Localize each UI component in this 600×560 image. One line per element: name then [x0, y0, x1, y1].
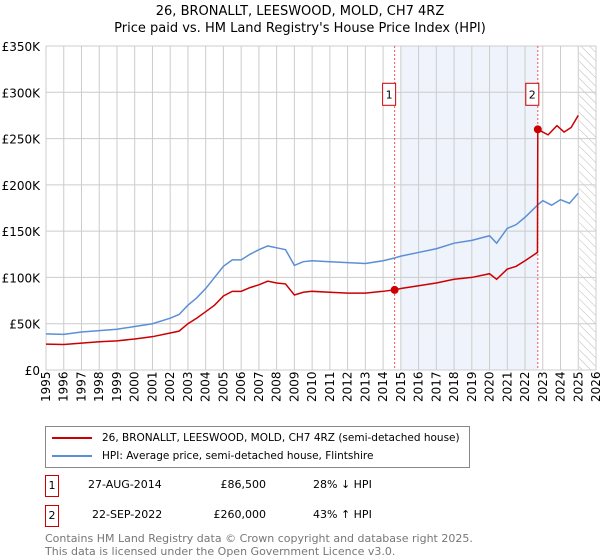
sale-price: £86,500	[220, 478, 267, 491]
x-tick-label: 1999	[110, 371, 124, 402]
x-tick-label: 2025	[571, 371, 585, 402]
x-tick-label: 2021	[500, 371, 514, 402]
x-tick-label: 1995	[39, 371, 53, 402]
x-tick-label: 2006	[234, 371, 248, 402]
x-tick-label: 2009	[287, 371, 301, 402]
legend-hpi: HPI: Average price, semi-detached house,…	[102, 450, 374, 462]
x-tick-label: 2015	[394, 371, 408, 402]
x-tick-label: 2013	[358, 371, 372, 402]
series-line	[45, 192, 579, 336]
x-tick-label: 2018	[447, 371, 461, 402]
sale-row-2: 2 22-SEP-2022 £260,000 43% ↑ HPI	[45, 505, 372, 527]
x-tick-label: 2020	[483, 371, 497, 402]
x-tick-label: 2004	[199, 371, 213, 402]
x-tick-label: 2012	[341, 371, 355, 402]
footer-line-2: This data is licensed under the Open Gov…	[45, 545, 396, 558]
sale-point	[390, 285, 399, 294]
sale-period-shade	[400, 46, 538, 370]
x-tick-label: 2022	[518, 371, 532, 402]
sale-label-box	[525, 82, 540, 106]
x-tick-label: 2017	[429, 371, 443, 402]
y-tick-label: £0	[25, 364, 40, 378]
x-tick-label: 2019	[465, 371, 479, 402]
legend: 26, BRONALLT, LEESWOOD, MOLD, CH7 4RZ (s…	[45, 426, 470, 468]
sale-label: 2	[529, 88, 536, 101]
y-tick-label: £300K	[2, 86, 42, 100]
x-tick-label: 1997	[74, 371, 88, 402]
x-tick-label: 2003	[181, 371, 195, 402]
sale-price: £260,000	[213, 508, 267, 521]
sale-point	[533, 125, 542, 134]
series-line	[45, 115, 579, 346]
x-tick-label: 2007	[252, 371, 266, 402]
sale-marker-badge: 1	[45, 475, 59, 497]
x-tick-label: 2002	[163, 371, 177, 402]
x-tick-label: 2023	[536, 371, 550, 402]
sale-row-1: 1 27-AUG-2014 £86,500 28% ↓ HPI	[45, 475, 372, 497]
legend-blue-line	[52, 455, 92, 457]
sale-marker-badge: 2	[45, 505, 59, 527]
x-tick-label: 1996	[57, 371, 71, 402]
x-tick-label: 2024	[554, 371, 568, 402]
price-chart: 1995 1996 1997 1998 1999 2000 2001 2002 2003 2004…	[2, 40, 600, 402]
y-tick-label: £50K	[9, 318, 41, 332]
sale-label-box	[382, 82, 397, 106]
y-tick-label: £250K	[2, 133, 42, 147]
x-tick-label: 2005	[216, 371, 230, 402]
forecast-hatch	[579, 46, 596, 370]
y-tick-label: £150K	[2, 225, 42, 239]
legend-property: 26, BRONALLT, LEESWOOD, MOLD, CH7 4RZ (s…	[102, 432, 460, 444]
y-tick-label: £100K	[2, 271, 42, 285]
footer-line-1: Contains HM Land Registry data © Crown c…	[45, 532, 473, 545]
x-tick-label: 2001	[145, 371, 159, 402]
sale-label: 1	[386, 88, 393, 101]
x-tick-label: 2026	[589, 371, 600, 402]
sale-date: 27-AUG-2014	[88, 478, 162, 491]
footer: Contains HM Land Registry data © Crown c…	[45, 532, 473, 558]
x-tick-label: 2010	[305, 371, 319, 402]
chart-subtitle: Price paid vs. HM Land Registry's House …	[114, 21, 486, 36]
x-tick-label: 1998	[92, 371, 106, 402]
sale-hpi-diff: 43% ↑ HPI	[313, 508, 372, 521]
x-tick-label: 2000	[128, 371, 142, 402]
x-tick-label: 2016	[412, 371, 426, 402]
x-tick-label: 2014	[376, 371, 390, 402]
sale-hpi-diff: 28% ↓ HPI	[313, 478, 372, 491]
y-tick-label: £350K	[2, 40, 42, 54]
chart-title: 26, BRONALLT, LEESWOOD, MOLD, CH7 4RZ	[155, 4, 445, 19]
sale-date: 22-SEP-2022	[92, 508, 163, 521]
legend-red-line	[52, 437, 92, 439]
x-tick-label: 2008	[270, 371, 284, 402]
x-tick-label: 2011	[323, 371, 337, 402]
y-tick-label: £200K	[2, 179, 42, 193]
